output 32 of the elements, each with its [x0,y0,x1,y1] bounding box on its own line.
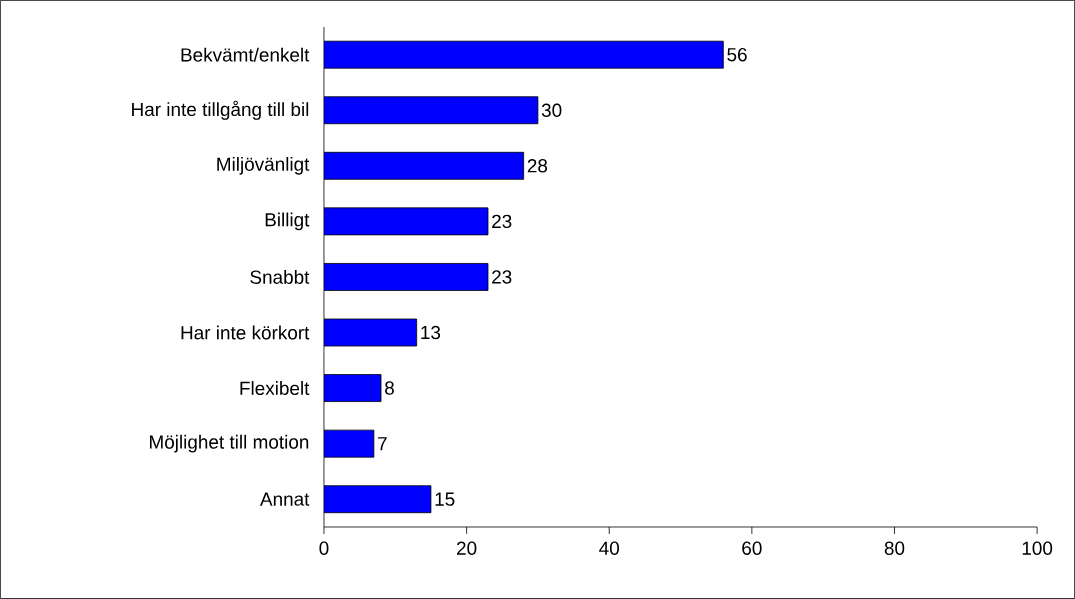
bar [323,40,724,69]
x-tick-label: 20 [457,541,477,555]
data-label: 23 [492,214,512,229]
x-tick-label: 40 [599,541,619,555]
x-tick-label: 60 [742,541,762,555]
y-tick-label: Möjlighet till motion [149,434,309,453]
data-label: 8 [385,381,394,395]
data-label: 7 [378,437,387,451]
data-label: 13 [421,325,441,340]
y-tick-label: Bekvämt/enkelt [181,47,310,62]
x-tick-label: 0 [319,541,329,555]
y-tick-label: Annat [260,492,310,506]
bar [323,151,525,180]
bar [323,485,432,514]
y-tick-label: Har inte tillgång till bil [132,100,309,120]
y-tick-label: Snabbt [250,270,310,284]
data-label: 15 [435,492,455,506]
data-label: 56 [727,48,747,62]
bar [323,96,539,125]
bar [323,207,489,236]
data-label: 30 [541,103,562,117]
y-tick-label: Flexibelt [240,381,310,396]
bar [323,318,418,347]
bar [323,374,382,403]
y-tick-label: Har inte körkort [181,325,310,340]
data-label: 28 [527,159,548,173]
data-label: 23 [492,270,512,284]
x-tick-label: 80 [884,541,905,555]
y-tick-label: Billigt [265,212,310,231]
bar [323,263,489,291]
x-tick-label: 100 [1022,541,1053,555]
y-tick-label: Miljövänligt [217,157,310,175]
